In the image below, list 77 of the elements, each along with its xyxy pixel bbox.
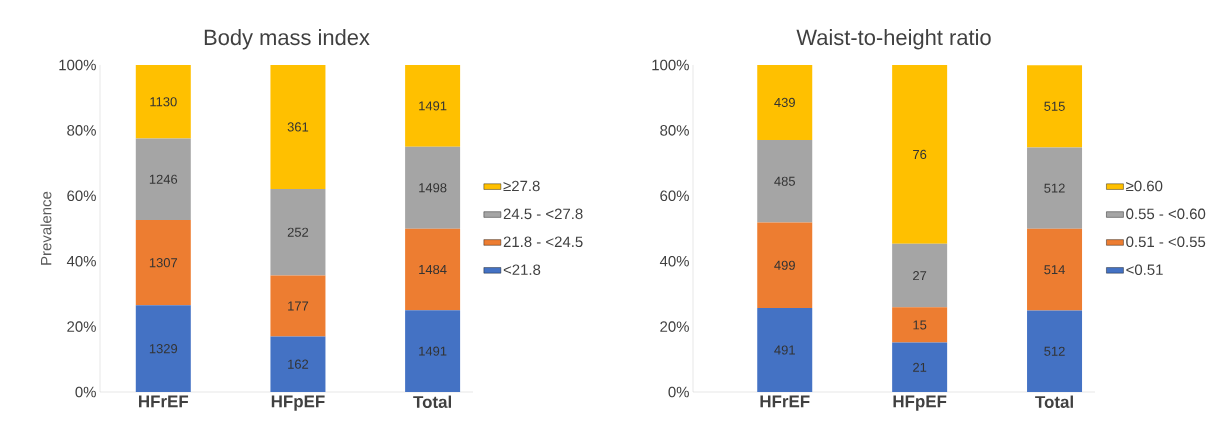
legend-label: 0.55 - <0.60 xyxy=(1126,208,1206,220)
bar xyxy=(1027,310,1083,392)
bar xyxy=(757,139,813,223)
annotation: 491 xyxy=(774,345,795,355)
x-tick-label: HFrEF xyxy=(139,395,189,408)
bar xyxy=(1027,228,1083,311)
bar xyxy=(1027,147,1083,229)
bar xyxy=(270,336,326,392)
y-axis-title: Prevalence xyxy=(40,191,52,265)
bar xyxy=(270,188,326,276)
annotation: 1498 xyxy=(419,183,447,193)
y-tick-label: 20% xyxy=(67,321,96,332)
bar xyxy=(1027,65,1083,148)
bar xyxy=(892,307,948,343)
annotation: 499 xyxy=(774,260,795,270)
bar xyxy=(135,220,191,306)
annotation: 21 xyxy=(913,362,927,372)
bar xyxy=(405,65,461,147)
annotation: 1491 xyxy=(419,101,447,111)
y-tick-label: 40% xyxy=(659,255,689,267)
y-tick-label: 20% xyxy=(660,321,689,332)
legend-label: 24.5 - <27.8 xyxy=(503,208,583,220)
x-tick-label: Total xyxy=(413,395,452,408)
y-tick-label: 80% xyxy=(660,125,689,136)
annotation: 1130 xyxy=(150,97,177,107)
x-tick-label: HFpEF xyxy=(271,395,325,411)
legend-label: <0.51 xyxy=(1126,264,1163,275)
bar xyxy=(892,243,948,308)
bar xyxy=(135,138,191,220)
annotation: 252 xyxy=(287,227,309,237)
annotation: 485 xyxy=(774,176,795,186)
annotation: 512 xyxy=(1044,346,1065,356)
y-tick-label: 100% xyxy=(652,59,689,71)
annotation: 15 xyxy=(913,320,927,330)
bar xyxy=(757,307,813,392)
chart-title: Waist-to-height ratio xyxy=(796,29,991,50)
bar xyxy=(135,65,191,139)
annotation: 514 xyxy=(1044,265,1065,275)
y-tick-label: 60% xyxy=(660,190,689,202)
y-tick-label: 0% xyxy=(75,386,96,398)
x-tick-label: Total xyxy=(1035,395,1073,408)
x-tick-label: HFpEF xyxy=(893,395,947,411)
bar xyxy=(135,305,191,392)
bar xyxy=(892,65,948,244)
chart-title: Body mass index xyxy=(204,29,370,50)
bar xyxy=(405,146,461,229)
y-tick-label: 100% xyxy=(59,59,96,71)
annotation: 1329 xyxy=(149,344,178,354)
annotation: 177 xyxy=(288,301,309,311)
legend-label: ≥0.60 xyxy=(1126,180,1163,192)
annotation: 1307 xyxy=(149,258,178,268)
bar xyxy=(757,65,813,140)
y-tick-label: 80% xyxy=(67,125,96,136)
annotation: 512 xyxy=(1044,183,1065,193)
legend-label: 0.51 - <0.55 xyxy=(1126,236,1206,248)
annotation: 1484 xyxy=(419,264,447,275)
annotation: 361 xyxy=(287,122,309,132)
y-tick-label: 40% xyxy=(66,255,96,267)
annotation: 162 xyxy=(288,359,309,369)
bar xyxy=(892,342,948,392)
annotation: 439 xyxy=(774,97,795,108)
annotation: 27 xyxy=(913,271,927,281)
annotation: 76 xyxy=(913,149,927,160)
bar xyxy=(270,275,326,337)
legend-label: <21.8 xyxy=(503,264,541,275)
annotation: 1491 xyxy=(419,346,447,356)
annotation: 1246 xyxy=(149,174,178,184)
bar xyxy=(270,65,326,189)
annotation: 515 xyxy=(1044,101,1065,111)
bar xyxy=(405,228,461,311)
legend-label: ≥27.8 xyxy=(503,180,540,192)
x-tick-label: HFrEF xyxy=(760,395,810,408)
y-tick-label: 60% xyxy=(67,190,96,202)
y-tick-label: 0% xyxy=(668,386,689,398)
bar xyxy=(405,310,461,392)
legend-label: 21.8 - <24.5 xyxy=(503,236,583,248)
bar xyxy=(757,222,813,308)
